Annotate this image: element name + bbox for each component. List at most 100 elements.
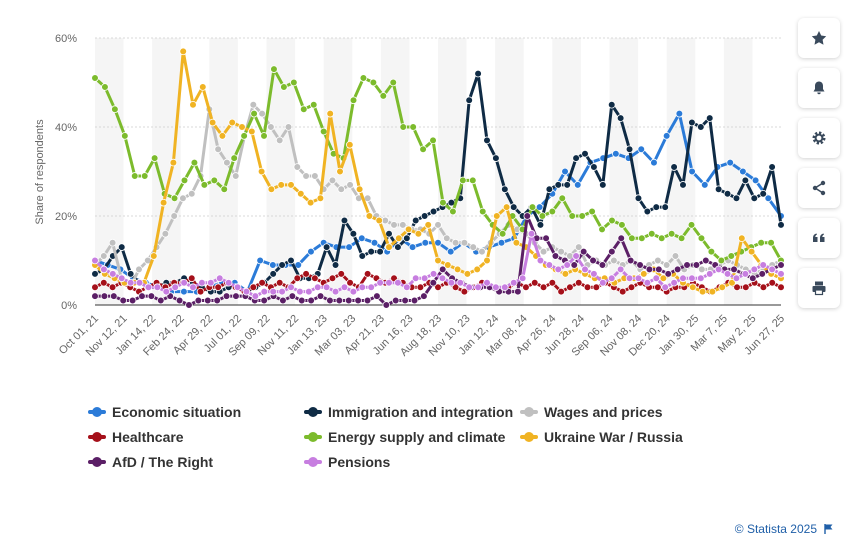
gear-icon [812,131,826,145]
data-point [404,225,413,234]
legend-item[interactable]: Economic situation [88,404,241,420]
series-pensions [91,230,785,300]
legend-item[interactable]: Healthcare [88,429,184,445]
data-point [359,74,368,82]
legend-item[interactable]: Ukraine War / Russia [520,429,683,445]
data-point [637,145,646,154]
data-point [335,296,344,305]
data-point [636,261,644,269]
data-point [275,136,284,145]
legend-item[interactable]: AfD / The Right [88,454,213,470]
data-point [411,216,420,225]
data-point [610,256,618,265]
data-point [126,278,135,287]
data-point [91,256,99,265]
data-point [108,283,117,292]
data-point [367,247,375,256]
legend-item[interactable]: Immigration and integration [304,404,513,420]
data-point [311,274,319,283]
data-point [705,270,714,278]
data-point [399,221,407,229]
data-point [679,274,687,283]
data-point [208,118,217,127]
favorite-button[interactable] [798,18,840,58]
settings-button[interactable] [798,118,840,158]
data-point [275,278,284,287]
data-point [250,109,258,118]
data-point [180,287,188,296]
data-point [203,296,212,305]
data-point [465,283,473,292]
print-button[interactable] [798,268,840,308]
data-point [170,194,179,203]
data-point [109,292,118,300]
data-point [474,283,482,292]
data-point [394,243,402,251]
data-point [135,278,144,287]
data-point [518,274,527,283]
data-point [231,172,240,180]
data-point [367,283,375,292]
legend-item[interactable]: Pensions [304,454,390,470]
data-point [267,123,275,131]
data-point [108,238,117,247]
data-point [429,278,438,287]
data-point [705,114,714,122]
data-point [643,278,652,287]
notification-button[interactable] [798,68,840,108]
stripe [380,38,410,305]
data-point [346,181,354,189]
data-point [512,238,521,247]
data-point [187,189,196,198]
y-tick-label: 0% [61,300,77,312]
data-point [230,154,238,162]
legend-swatch [520,432,538,442]
data-point [700,181,709,189]
data-point [109,270,117,278]
data-point [260,296,268,305]
data-point [446,247,455,256]
data-point [697,274,705,283]
legend-label: Economic situation [112,404,242,420]
data-point [358,283,367,292]
data-point [376,247,384,256]
data-point [307,247,315,256]
data-point [287,181,295,189]
data-point [750,265,759,274]
data-point [581,265,589,274]
share-icon [812,180,826,196]
data-point [355,185,364,194]
data-point [179,47,188,56]
data-point [328,176,337,185]
data-point [403,234,411,243]
data-point [296,287,304,296]
data-point [545,185,554,194]
data-point [777,221,785,229]
data-point [451,238,460,247]
data-point [269,261,277,269]
data-point [213,296,221,305]
statista-credit[interactable]: © Statista 2025 [735,522,835,536]
legend-item[interactable]: Wages and prices [520,404,663,420]
legend-label: Energy supply and climate [328,429,506,445]
flag-icon [824,524,833,534]
data-point [233,283,242,292]
data-point [530,278,539,287]
data-point [509,278,518,287]
data-point [697,234,706,243]
data-point [249,283,258,292]
data-point [408,243,417,251]
legend-label: Pensions [328,454,391,470]
data-point [438,265,447,274]
data-point [385,243,393,251]
data-point [590,270,598,278]
data-point [459,176,467,185]
data-point [91,283,99,292]
data-point [737,234,746,243]
data-point [424,221,433,229]
legend-item[interactable]: Energy supply and climate [304,429,505,445]
gridlines [95,37,781,306]
cite-button[interactable] [798,218,840,258]
data-point [210,176,219,185]
share-button[interactable] [798,168,840,208]
